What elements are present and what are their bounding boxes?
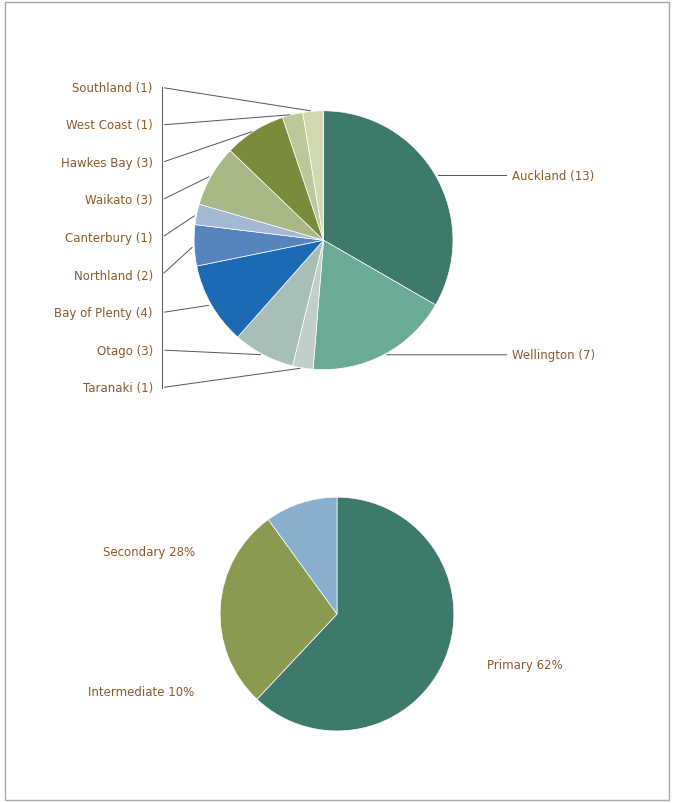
Text: Secondary 28%: Secondary 28% <box>102 545 195 558</box>
Wedge shape <box>238 241 324 366</box>
Wedge shape <box>197 241 324 337</box>
Text: Northland (2): Northland (2) <box>73 269 153 282</box>
Wedge shape <box>324 112 453 305</box>
Text: Hawkes Bay (3): Hawkes Bay (3) <box>61 157 153 169</box>
Text: Primary 62%: Primary 62% <box>487 658 563 671</box>
Wedge shape <box>268 498 337 614</box>
Text: Southland (1): Southland (1) <box>72 82 153 95</box>
Wedge shape <box>282 113 324 241</box>
Wedge shape <box>220 520 337 699</box>
Wedge shape <box>194 226 324 267</box>
Wedge shape <box>200 152 324 241</box>
Text: Wellington (7): Wellington (7) <box>386 349 595 362</box>
Text: Waikato (3): Waikato (3) <box>85 194 153 207</box>
Wedge shape <box>195 205 324 241</box>
Wedge shape <box>231 118 324 241</box>
Text: West Coast (1): West Coast (1) <box>66 120 153 132</box>
Wedge shape <box>313 241 435 370</box>
Text: Auckland (13): Auckland (13) <box>438 169 594 183</box>
Text: Intermediate 10%: Intermediate 10% <box>88 686 195 699</box>
Text: Canterbury (1): Canterbury (1) <box>65 232 153 245</box>
Wedge shape <box>293 241 324 369</box>
Text: Taranaki (1): Taranaki (1) <box>82 381 153 394</box>
Text: Otago (3): Otago (3) <box>96 344 153 357</box>
Wedge shape <box>257 498 454 731</box>
Wedge shape <box>303 112 324 241</box>
Text: Bay of Plenty (4): Bay of Plenty (4) <box>55 307 153 320</box>
